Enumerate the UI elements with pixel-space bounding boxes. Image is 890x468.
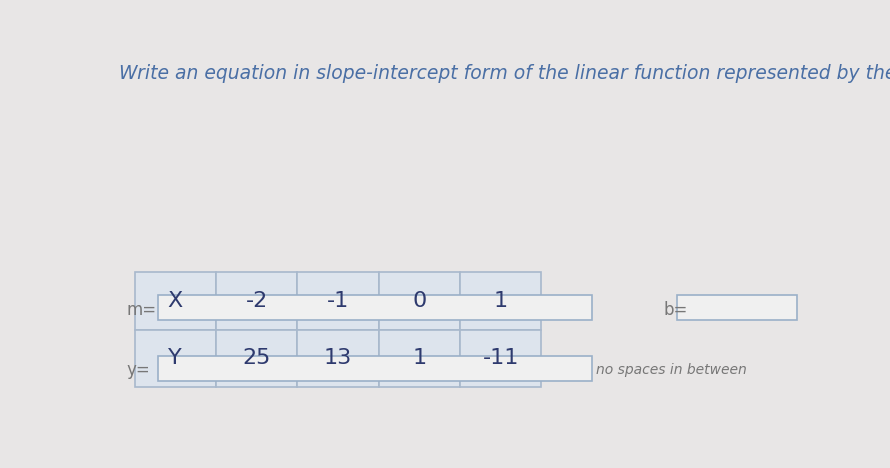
Bar: [216, 272, 297, 329]
Bar: [134, 329, 216, 387]
Text: no spaces in between: no spaces in between: [595, 363, 747, 377]
Bar: [216, 329, 297, 387]
Text: Y: Y: [168, 348, 182, 368]
Text: 0: 0: [412, 291, 426, 311]
Bar: [134, 272, 216, 329]
Text: Write an equation in slope-intercept form of the linear function represented by : Write an equation in slope-intercept for…: [119, 64, 890, 82]
Bar: [460, 272, 541, 329]
Bar: [677, 295, 797, 320]
Text: -2: -2: [246, 291, 268, 311]
Text: -11: -11: [482, 348, 519, 368]
Bar: [158, 357, 592, 381]
Text: 13: 13: [324, 348, 352, 368]
Text: 1: 1: [412, 348, 426, 368]
Text: X: X: [167, 291, 182, 311]
Bar: [297, 272, 378, 329]
Bar: [158, 295, 592, 320]
Bar: [297, 329, 378, 387]
Text: 1: 1: [494, 291, 508, 311]
Bar: [460, 329, 541, 387]
Text: b=: b=: [663, 301, 687, 319]
Text: m=: m=: [126, 301, 157, 319]
Bar: [378, 272, 460, 329]
Bar: [378, 329, 460, 387]
Text: y=: y=: [126, 361, 150, 380]
Text: 25: 25: [242, 348, 271, 368]
Text: -1: -1: [327, 291, 349, 311]
